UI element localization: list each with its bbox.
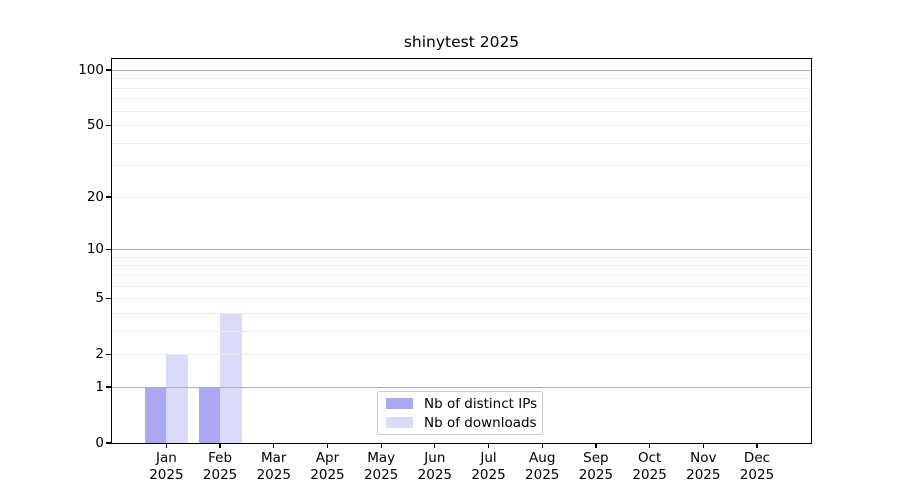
gridline-major-1 [112,386,811,388]
x-tick-label-year: 2025 [525,466,560,483]
x-tick-jan [165,443,167,448]
x-tick-oct [649,443,651,448]
x-tick-label-year: 2025 [310,466,345,483]
x-tick-label-month: Oct [637,450,662,466]
y-tick-2 [106,353,111,355]
y-tick-10 [106,248,111,250]
gridline-minor-9 [112,256,811,258]
bar-nb-of-distinct-ips-feb [198,386,221,443]
x-tick-feb [219,443,221,448]
x-tick-label-year: 2025 [578,466,614,483]
y-tick-label-10: 10 [86,241,104,258]
gridline-minor-30 [112,165,811,167]
gridline-minor-6 [112,285,811,287]
x-tick-label-feb: Feb 2025 [192,450,248,483]
gridline-minor-7 [112,274,811,276]
x-tick-label-year: 2025 [739,466,775,483]
gridline-major-10 [112,249,811,251]
y-tick-100 [106,69,111,71]
y-tick-1 [106,386,111,388]
x-tick-label-month: Jul [480,450,497,466]
gridline-minor-90 [112,78,811,80]
x-tick-mar [273,443,275,448]
legend-label-distinct-ips: Nb of distinct IPs [424,395,538,412]
x-tick-label-may: May 2025 [353,450,409,483]
y-tick-50 [106,124,111,126]
y-tick-label-5: 5 [95,290,104,307]
x-tick-label-month: May [367,450,396,466]
x-tick-label-month: Dec [743,450,771,466]
gridline-minor-4 [112,312,811,314]
gridline-minor-3 [112,330,811,332]
y-tick-label-0: 0 [95,435,104,451]
x-tick-label-year: 2025 [363,466,399,483]
y-tick-5 [106,297,111,299]
x-tick-label-nov: Nov 2025 [675,450,731,483]
bar-nb-of-downloads-feb [220,312,242,443]
x-tick-label-mar: Mar 2025 [246,450,302,483]
x-tick-label-month: Mar [261,450,287,466]
gridline-minor-2 [112,354,811,356]
gridline-minor-50 [112,125,811,127]
plot-area [106,58,812,448]
gridline-minor-5 [112,298,811,300]
x-tick-label-apr: Apr 2025 [299,450,355,483]
gridline-major-100 [112,70,811,71]
x-tick-label-month: Jun [424,450,446,466]
x-tick-label-month: Jan [155,450,177,466]
x-tick-label-year: 2025 [632,466,667,483]
x-tick-label-year: 2025 [471,466,506,483]
x-tick-label-sep: Sep 2025 [568,450,624,483]
x-tick-label-month: Sep [583,450,609,466]
gridline-minor-70 [112,98,811,100]
legend-swatch-downloads [386,417,413,428]
chart-title: shinytest 2025 [403,33,520,51]
legend-item-distinct-ips: Nb of distinct IPs [386,396,542,412]
x-tick-aug [541,443,543,448]
x-tick-label-month: Apr [315,450,340,466]
y-tick-label-100: 100 [78,62,104,78]
gridline-minor-20 [112,196,811,198]
bar-nb-of-distinct-ips-jan [144,386,167,443]
x-tick-jul [487,443,490,448]
legend: Nb of distinct IPs Nb of downloads [377,391,543,435]
x-tick-label-aug: Aug 2025 [514,450,570,483]
x-tick-label-year: 2025 [256,466,291,483]
y-tick-label-2: 2 [95,346,104,363]
bar-nb-of-downloads-jan [166,354,188,443]
x-tick-label-year: 2025 [417,466,453,483]
y-tick-label-1: 1 [95,378,104,395]
legend-swatch-distinct-ips [386,398,413,409]
x-tick-label-jan: Jan 2025 [138,450,194,483]
gridline-minor-8 [112,265,811,267]
x-tick-apr [326,443,329,448]
x-tick-dec [756,443,758,448]
x-tick-label-month: Feb [208,450,233,466]
gridline-minor-60 [112,110,811,112]
gridline-minor-40 [112,142,811,144]
y-tick-label-50: 50 [86,117,104,134]
y-tick-0 [106,442,111,444]
x-tick-label-jun: Jun 2025 [407,450,463,483]
legend-label-downloads: Nb of downloads [424,414,537,431]
x-tick-jun [434,443,436,448]
gridline-minor-80 [112,87,811,89]
x-tick-label-month: Aug [529,450,556,466]
x-tick-sep [595,443,597,448]
x-tick-label-dec: Dec 2025 [729,450,785,483]
x-tick-label-oct: Oct 2025 [622,450,678,483]
x-tick-nov [702,443,704,448]
legend-item-downloads: Nb of downloads [386,415,542,431]
x-tick-label-year: 2025 [149,466,184,483]
x-tick-label-year: 2025 [686,466,721,483]
x-tick-label-month: Nov [690,450,717,466]
x-tick-may [380,443,382,448]
y-tick-label-20: 20 [86,188,104,205]
x-tick-label-jul: Jul 2025 [461,450,517,483]
x-tick-label-year: 2025 [202,466,238,483]
y-tick-20 [106,196,111,198]
